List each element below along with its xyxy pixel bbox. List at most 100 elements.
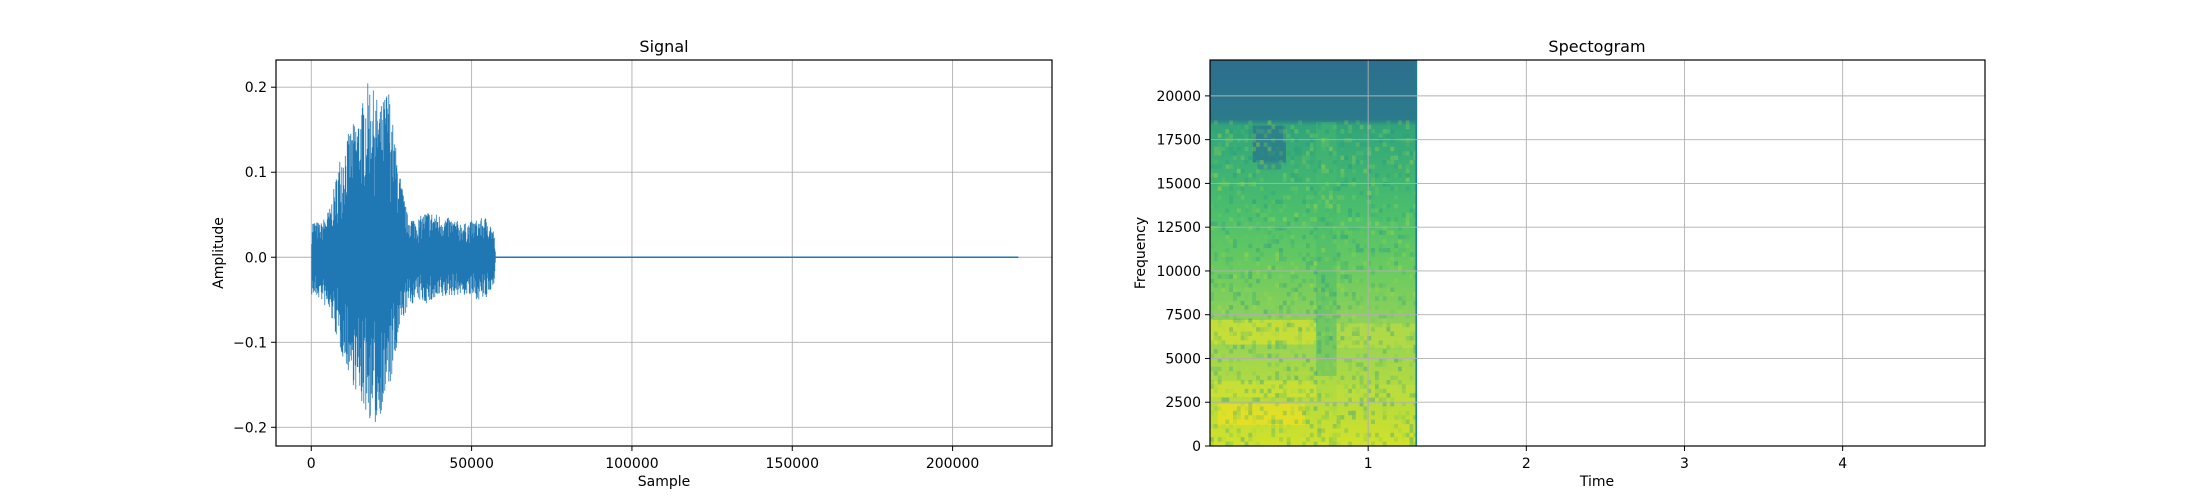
spectrogram-cell bbox=[1348, 217, 1352, 222]
spectrogram-cell bbox=[1236, 124, 1241, 130]
spectrogram-cell bbox=[1282, 393, 1287, 398]
spectrogram-cell bbox=[1328, 441, 1333, 446]
spectrogram-cell bbox=[1286, 195, 1291, 200]
spectrogram-cell bbox=[1263, 177, 1268, 182]
spectrogram-cell bbox=[1317, 393, 1322, 398]
spectrogram-cell bbox=[1271, 415, 1276, 420]
spectrogram-cell bbox=[1390, 331, 1395, 336]
spectrogram-cell bbox=[1294, 291, 1299, 297]
spectrogram-cell bbox=[1267, 208, 1272, 213]
spectrogram-cell bbox=[1386, 129, 1391, 134]
spectrogram-cell bbox=[1332, 256, 1337, 262]
spectrogram-cell bbox=[1382, 415, 1387, 420]
spectrogram-cell bbox=[1351, 239, 1356, 244]
spectrogram-cell bbox=[1378, 265, 1383, 270]
spectrogram-cell bbox=[1252, 305, 1257, 310]
spectrogram-cell bbox=[1225, 164, 1230, 169]
spectrogram-cell bbox=[1374, 212, 1379, 218]
spectrogram-cell bbox=[1390, 375, 1395, 380]
spectrogram-cell bbox=[1290, 287, 1295, 292]
spectrogram-cell bbox=[1279, 313, 1283, 319]
spectrogram-cell bbox=[1332, 265, 1337, 270]
spectrogram-cell bbox=[1233, 129, 1237, 134]
spectrogram-cell bbox=[1210, 203, 1214, 209]
spectrogram-cell bbox=[1367, 247, 1372, 253]
spectrogram-cell bbox=[1325, 401, 1329, 407]
spectrogram-cell bbox=[1355, 278, 1360, 284]
spectrogram-cell bbox=[1248, 269, 1253, 275]
spectrogram-cell bbox=[1252, 371, 1257, 376]
spectrogram-cell bbox=[1256, 234, 1260, 240]
spectrogram-cell bbox=[1325, 335, 1329, 341]
spectrogram-cell bbox=[1405, 349, 1410, 354]
spectrogram-cell bbox=[1221, 146, 1226, 152]
spectrogram-cell bbox=[1348, 181, 1352, 187]
spectrogram-cell bbox=[1256, 168, 1260, 174]
spectrogram-cell bbox=[1405, 313, 1410, 319]
spectrogram-cell bbox=[1282, 379, 1287, 385]
spectrogram-cell bbox=[1236, 415, 1241, 420]
spectrogram-cell bbox=[1336, 331, 1341, 336]
spectrogram-cell bbox=[1374, 146, 1379, 152]
spectrogram-cell bbox=[1256, 305, 1260, 310]
spectrogram-cell bbox=[1359, 142, 1364, 147]
spectrogram-cell bbox=[1386, 230, 1391, 235]
spectrogram-cell bbox=[1252, 181, 1257, 187]
spectrogram-cell bbox=[1298, 406, 1303, 411]
spectrogram-cell bbox=[1401, 133, 1406, 138]
spectrogram-cell bbox=[1294, 265, 1299, 270]
spectrogram-cell bbox=[1386, 124, 1391, 130]
spectrogram-cell bbox=[1332, 406, 1337, 411]
spectrogram-cell bbox=[1252, 397, 1257, 402]
spectrogram-cell bbox=[1305, 437, 1310, 442]
spectrogram-cell bbox=[1351, 375, 1356, 380]
spectrogram-cell bbox=[1263, 186, 1268, 191]
spectrogram-cell bbox=[1256, 225, 1260, 231]
spectrogram-cell bbox=[1371, 212, 1375, 218]
spectrogram-cell bbox=[1263, 393, 1268, 398]
spectrogram-cell bbox=[1313, 256, 1318, 262]
spectrogram-cell bbox=[1367, 190, 1372, 196]
spectrogram-cell bbox=[1317, 313, 1322, 319]
spectrogram-cell bbox=[1282, 322, 1287, 328]
spectrogram-cell bbox=[1351, 296, 1356, 301]
spectrogram-cell bbox=[1286, 230, 1291, 235]
spectrogram-cell bbox=[1398, 379, 1402, 385]
spectrogram-cell bbox=[1382, 313, 1387, 319]
spectrogram-cell bbox=[1240, 344, 1245, 350]
spectrogram-panel: 1 2 3 4 0 2500 5000 7500 10000 12500 15000 17500 200… bbox=[1133, 37, 1986, 490]
spectrogram-cell bbox=[1244, 124, 1249, 130]
spectrogram-cell bbox=[1328, 432, 1333, 438]
spectrogram-cell bbox=[1256, 212, 1260, 218]
spectrogram-cell bbox=[1378, 322, 1383, 328]
spectrogram-cell bbox=[1390, 155, 1395, 160]
spectrogram-cell bbox=[1371, 397, 1375, 402]
spectrogram-cell bbox=[1286, 353, 1291, 358]
spectrogram-cell bbox=[1298, 151, 1303, 156]
spectrogram-cell bbox=[1313, 327, 1318, 332]
spectrogram-cell bbox=[1394, 186, 1399, 191]
spectrogram-cell bbox=[1305, 371, 1310, 376]
spectrogram-cell bbox=[1382, 318, 1387, 323]
spectrogram-cell bbox=[1401, 327, 1406, 332]
spectrogram-cell bbox=[1398, 247, 1402, 253]
spectrogram-cell bbox=[1279, 340, 1283, 345]
spectrogram-cell bbox=[1233, 340, 1237, 345]
spectrogram-cell bbox=[1325, 318, 1329, 323]
spectrogram-cell bbox=[1240, 401, 1245, 407]
spectrogram-cell bbox=[1240, 217, 1245, 222]
spectrogram-cell bbox=[1359, 230, 1364, 235]
spectrogram-cell bbox=[1248, 173, 1253, 178]
spectrogram-cell bbox=[1221, 340, 1226, 345]
spectrogram-cell bbox=[1240, 274, 1245, 279]
spectrogram-cell bbox=[1386, 344, 1391, 350]
spectrogram-cell bbox=[1236, 432, 1241, 438]
spectrogram-cell bbox=[1340, 322, 1345, 328]
spectrogram-cell bbox=[1256, 129, 1260, 134]
spectrogram-cell bbox=[1263, 327, 1268, 332]
spectrogram-cell bbox=[1252, 296, 1257, 301]
spectrogram-cell bbox=[1217, 142, 1222, 147]
spectrogram-cell bbox=[1217, 278, 1222, 284]
spectrogram-cell bbox=[1305, 357, 1310, 363]
spectrogram-cell bbox=[1386, 120, 1391, 125]
